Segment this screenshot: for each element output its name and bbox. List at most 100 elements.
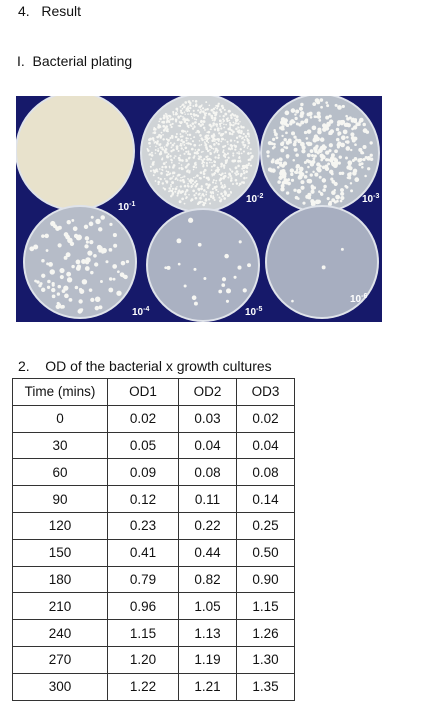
colony <box>81 259 86 264</box>
od-table: Time (mins) OD1 OD2 OD3 0 0.02 0.03 0.02 30 0.05 0… <box>12 378 295 701</box>
table-row: 60 0.09 0.08 0.08 <box>12 458 295 487</box>
colony <box>183 117 186 120</box>
colony <box>190 115 193 118</box>
colony <box>290 131 296 136</box>
colony <box>170 183 172 186</box>
colony <box>171 191 175 195</box>
colony <box>179 109 183 112</box>
colony <box>320 158 324 162</box>
colony <box>180 111 183 114</box>
colony <box>177 262 181 266</box>
colony <box>204 138 206 141</box>
colony <box>158 168 161 170</box>
colony <box>231 133 234 136</box>
colony <box>328 143 333 148</box>
table-row: 180 0.79 0.82 0.90 <box>12 565 295 594</box>
colony <box>319 192 323 196</box>
colony <box>213 160 216 163</box>
colony <box>205 112 208 115</box>
colony <box>214 150 217 153</box>
colony <box>210 108 214 112</box>
colony <box>326 104 330 108</box>
colony <box>247 164 250 167</box>
colony <box>163 138 165 140</box>
colony <box>170 161 173 164</box>
dilution-label: 10-4 <box>132 306 149 318</box>
colony <box>211 187 214 191</box>
colony <box>224 156 227 159</box>
colony <box>247 263 252 268</box>
colony <box>336 123 340 127</box>
colony <box>296 188 302 194</box>
colony <box>220 104 224 108</box>
colony <box>189 103 192 107</box>
colony <box>178 167 181 170</box>
colony <box>242 132 245 136</box>
colony <box>108 277 113 281</box>
colony <box>94 305 100 311</box>
colony <box>182 140 185 144</box>
colony <box>362 128 368 134</box>
colony <box>224 172 227 175</box>
colony <box>307 165 310 169</box>
colony <box>331 161 336 167</box>
colony <box>295 138 298 142</box>
colony <box>101 247 107 254</box>
colony <box>197 155 200 157</box>
table-row-cell: 240 <box>12 619 108 647</box>
colony <box>237 164 240 168</box>
colony <box>294 170 297 174</box>
colony <box>209 191 213 194</box>
colony <box>359 158 363 162</box>
colony <box>196 202 200 206</box>
colony <box>233 159 237 163</box>
colony <box>181 197 184 201</box>
colony <box>285 191 290 195</box>
dilution-exponent: -3 <box>373 193 379 200</box>
table-row: 0 0.02 0.03 0.02 <box>12 404 295 433</box>
colony <box>161 165 164 169</box>
colony <box>160 172 163 175</box>
colony <box>293 135 297 139</box>
colony <box>231 124 234 126</box>
colony <box>212 163 216 167</box>
colony <box>318 164 322 168</box>
colony <box>187 105 190 108</box>
colony <box>316 151 320 155</box>
colony <box>179 185 183 188</box>
colony <box>215 111 218 114</box>
colony <box>223 119 226 122</box>
colony <box>96 244 102 251</box>
header-row: Time (mins) OD1 OD2 OD3 <box>12 378 295 406</box>
colony <box>230 116 233 119</box>
colony <box>325 158 329 162</box>
colony <box>191 140 195 143</box>
colony <box>269 168 274 173</box>
colony <box>57 284 62 289</box>
colony <box>352 168 358 174</box>
colony <box>320 105 323 109</box>
colony <box>235 182 239 185</box>
dilution-base: 10 <box>245 307 257 318</box>
colony <box>350 132 355 137</box>
colony <box>322 188 326 192</box>
colony <box>57 303 62 307</box>
colony <box>316 166 321 172</box>
colony <box>202 172 206 176</box>
colony <box>216 107 219 110</box>
colony <box>209 152 212 156</box>
colony <box>57 243 62 248</box>
colony <box>333 188 337 192</box>
colony <box>319 98 324 102</box>
colony <box>345 135 349 139</box>
petri-dish-agar <box>17 96 133 209</box>
colony <box>236 140 239 144</box>
colony <box>224 112 228 116</box>
colony <box>201 123 204 126</box>
colony <box>266 154 270 158</box>
colony <box>193 125 196 128</box>
colony <box>165 170 168 173</box>
colony <box>56 292 61 296</box>
colony <box>125 259 130 264</box>
colony <box>348 162 352 167</box>
